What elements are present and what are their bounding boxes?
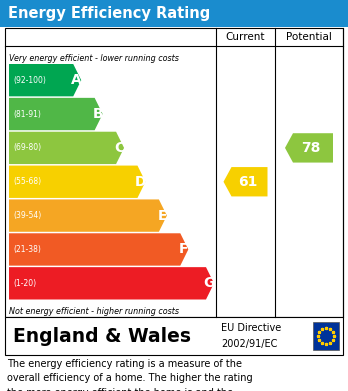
Bar xyxy=(5,28,343,317)
Text: C: C xyxy=(114,141,124,155)
Text: (55-68): (55-68) xyxy=(13,177,41,186)
Polygon shape xyxy=(9,132,124,164)
Text: E: E xyxy=(157,209,167,222)
Text: Very energy efficient - lower running costs: Very energy efficient - lower running co… xyxy=(9,54,179,63)
Text: (1-20): (1-20) xyxy=(13,279,36,288)
Text: England & Wales: England & Wales xyxy=(13,326,191,346)
Text: D: D xyxy=(135,175,147,189)
Polygon shape xyxy=(223,167,268,196)
Bar xyxy=(0,0,348,27)
Text: (69-80): (69-80) xyxy=(13,143,41,152)
Polygon shape xyxy=(9,233,188,265)
Polygon shape xyxy=(9,199,167,232)
Text: EU Directive: EU Directive xyxy=(221,323,281,333)
Text: Current: Current xyxy=(226,32,265,42)
Polygon shape xyxy=(9,267,214,300)
Text: (81-91): (81-91) xyxy=(13,109,41,118)
Text: A: A xyxy=(71,73,82,87)
Text: 61: 61 xyxy=(238,175,257,189)
Polygon shape xyxy=(285,133,333,163)
Text: Not energy efficient - higher running costs: Not energy efficient - higher running co… xyxy=(9,307,179,316)
Polygon shape xyxy=(9,64,81,96)
Text: (92-100): (92-100) xyxy=(13,76,46,85)
Text: Energy Efficiency Rating: Energy Efficiency Rating xyxy=(8,6,210,21)
Text: The energy efficiency rating is a measure of the
overall efficiency of a home. T: The energy efficiency rating is a measur… xyxy=(7,359,253,391)
Text: G: G xyxy=(204,276,215,291)
Text: (21-38): (21-38) xyxy=(13,245,41,254)
Text: (39-54): (39-54) xyxy=(13,211,41,220)
Bar xyxy=(5,317,343,355)
Polygon shape xyxy=(9,165,145,198)
Polygon shape xyxy=(9,98,103,130)
Bar xyxy=(313,322,339,350)
Text: B: B xyxy=(93,107,103,121)
Text: 2002/91/EC: 2002/91/EC xyxy=(221,339,277,349)
Text: 78: 78 xyxy=(301,141,321,155)
Text: F: F xyxy=(179,242,188,256)
Text: Potential: Potential xyxy=(286,32,332,42)
